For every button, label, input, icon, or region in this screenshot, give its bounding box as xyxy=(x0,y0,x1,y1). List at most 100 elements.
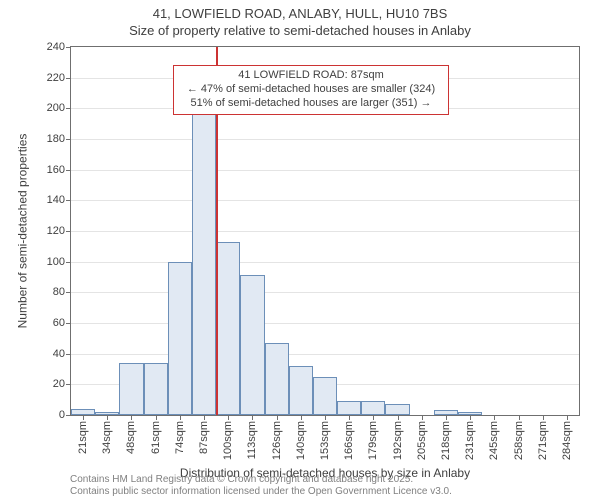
y-tick-mark xyxy=(66,323,71,324)
gridline-h xyxy=(71,262,579,263)
chart-title: 41, LOWFIELD ROAD, ANLABY, HULL, HU10 7B… xyxy=(0,6,600,38)
histogram-bar xyxy=(385,404,409,415)
x-tick-label: 74sqm xyxy=(174,421,186,454)
x-tick-mark xyxy=(204,415,205,420)
x-tick-mark xyxy=(446,415,447,420)
y-tick-mark xyxy=(66,78,71,79)
x-tick-mark xyxy=(567,415,568,420)
y-tick-label: 240 xyxy=(47,41,65,53)
histogram-bar xyxy=(168,262,192,415)
y-tick-mark xyxy=(66,170,71,171)
y-tick-mark xyxy=(66,108,71,109)
footer-attribution: Contains HM Land Registry data © Crown c… xyxy=(70,474,452,498)
histogram-bar xyxy=(119,363,143,415)
x-tick-label: 48sqm xyxy=(125,421,137,454)
gridline-h xyxy=(71,231,579,232)
chart-title-line2: Size of property relative to semi-detach… xyxy=(0,23,600,38)
x-tick-mark xyxy=(156,415,157,420)
y-tick-label: 120 xyxy=(47,225,65,237)
x-tick-mark xyxy=(301,415,302,420)
y-tick-label: 200 xyxy=(47,102,65,114)
y-tick-mark xyxy=(66,415,71,416)
x-tick-mark xyxy=(470,415,471,420)
x-tick-mark xyxy=(519,415,520,420)
y-tick-label: 40 xyxy=(53,348,65,360)
y-tick-label: 0 xyxy=(59,409,65,421)
annotation-box: 41 LOWFIELD ROAD: 87sqm← 47% of semi-det… xyxy=(173,65,449,114)
x-tick-mark xyxy=(325,415,326,420)
x-tick-label: 245sqm xyxy=(488,421,500,460)
gridline-h xyxy=(71,354,579,355)
x-tick-label: 21sqm xyxy=(77,421,89,454)
x-tick-mark xyxy=(398,415,399,420)
x-tick-mark xyxy=(252,415,253,420)
histogram-bar xyxy=(313,377,337,415)
x-tick-mark xyxy=(543,415,544,420)
annotation-line: 41 LOWFIELD ROAD: 87sqm xyxy=(180,69,442,83)
plot-area: 02040608010012014016018020022024021sqm34… xyxy=(70,46,580,416)
gridline-h xyxy=(71,170,579,171)
x-tick-label: 126sqm xyxy=(271,421,283,460)
y-tick-mark xyxy=(66,231,71,232)
histogram-bar xyxy=(144,363,168,415)
histogram-bar xyxy=(192,111,216,415)
x-tick-label: 205sqm xyxy=(416,421,428,460)
y-tick-label: 140 xyxy=(47,194,65,206)
y-tick-mark xyxy=(66,47,71,48)
y-tick-label: 60 xyxy=(53,317,65,329)
histogram-bar xyxy=(337,401,361,415)
x-tick-label: 192sqm xyxy=(392,421,404,460)
histogram-bar xyxy=(361,401,385,415)
y-tick-label: 160 xyxy=(47,164,65,176)
y-tick-mark xyxy=(66,262,71,263)
gridline-h xyxy=(71,139,579,140)
y-axis-label-text: Number of semi-detached properties xyxy=(15,134,29,329)
x-tick-label: 100sqm xyxy=(222,421,234,460)
x-tick-mark xyxy=(349,415,350,420)
x-tick-label: 153sqm xyxy=(319,421,331,460)
x-tick-mark xyxy=(180,415,181,420)
gridline-h xyxy=(71,200,579,201)
annotation-line: 51% of semi-detached houses are larger (… xyxy=(180,97,442,111)
x-tick-mark xyxy=(494,415,495,420)
x-tick-mark xyxy=(277,415,278,420)
histogram-bar xyxy=(240,275,264,415)
y-tick-label: 220 xyxy=(47,72,65,84)
x-tick-label: 61sqm xyxy=(150,421,162,454)
x-tick-label: 231sqm xyxy=(464,421,476,460)
y-axis-label: Number of semi-detached properties xyxy=(14,46,30,416)
x-tick-mark xyxy=(373,415,374,420)
y-tick-mark xyxy=(66,200,71,201)
chart-title-line1: 41, LOWFIELD ROAD, ANLABY, HULL, HU10 7B… xyxy=(0,6,600,21)
x-tick-label: 271sqm xyxy=(537,421,549,460)
y-tick-label: 20 xyxy=(53,378,65,390)
y-tick-label: 180 xyxy=(47,133,65,145)
y-tick-label: 100 xyxy=(47,256,65,268)
x-tick-mark xyxy=(131,415,132,420)
y-tick-mark xyxy=(66,354,71,355)
x-tick-label: 179sqm xyxy=(367,421,379,460)
y-tick-label: 80 xyxy=(53,286,65,298)
x-tick-mark xyxy=(422,415,423,420)
gridline-h xyxy=(71,292,579,293)
x-tick-mark xyxy=(107,415,108,420)
footer-line2: Contains public sector information licen… xyxy=(70,486,452,498)
x-tick-mark xyxy=(83,415,84,420)
histogram-bar xyxy=(265,343,289,415)
histogram-bar xyxy=(216,242,240,415)
footer-line1: Contains HM Land Registry data © Crown c… xyxy=(70,474,452,486)
y-tick-mark xyxy=(66,292,71,293)
chart-root: 41, LOWFIELD ROAD, ANLABY, HULL, HU10 7B… xyxy=(0,0,600,500)
x-tick-label: 284sqm xyxy=(561,421,573,460)
x-tick-label: 218sqm xyxy=(440,421,452,460)
histogram-bar xyxy=(289,366,313,415)
x-tick-label: 113sqm xyxy=(246,421,258,459)
x-tick-label: 166sqm xyxy=(343,421,355,460)
y-tick-mark xyxy=(66,139,71,140)
y-tick-mark xyxy=(66,384,71,385)
x-tick-mark xyxy=(228,415,229,420)
x-tick-label: 87sqm xyxy=(198,421,210,454)
x-tick-label: 258sqm xyxy=(513,421,525,460)
x-tick-label: 34sqm xyxy=(101,421,113,454)
gridline-h xyxy=(71,323,579,324)
